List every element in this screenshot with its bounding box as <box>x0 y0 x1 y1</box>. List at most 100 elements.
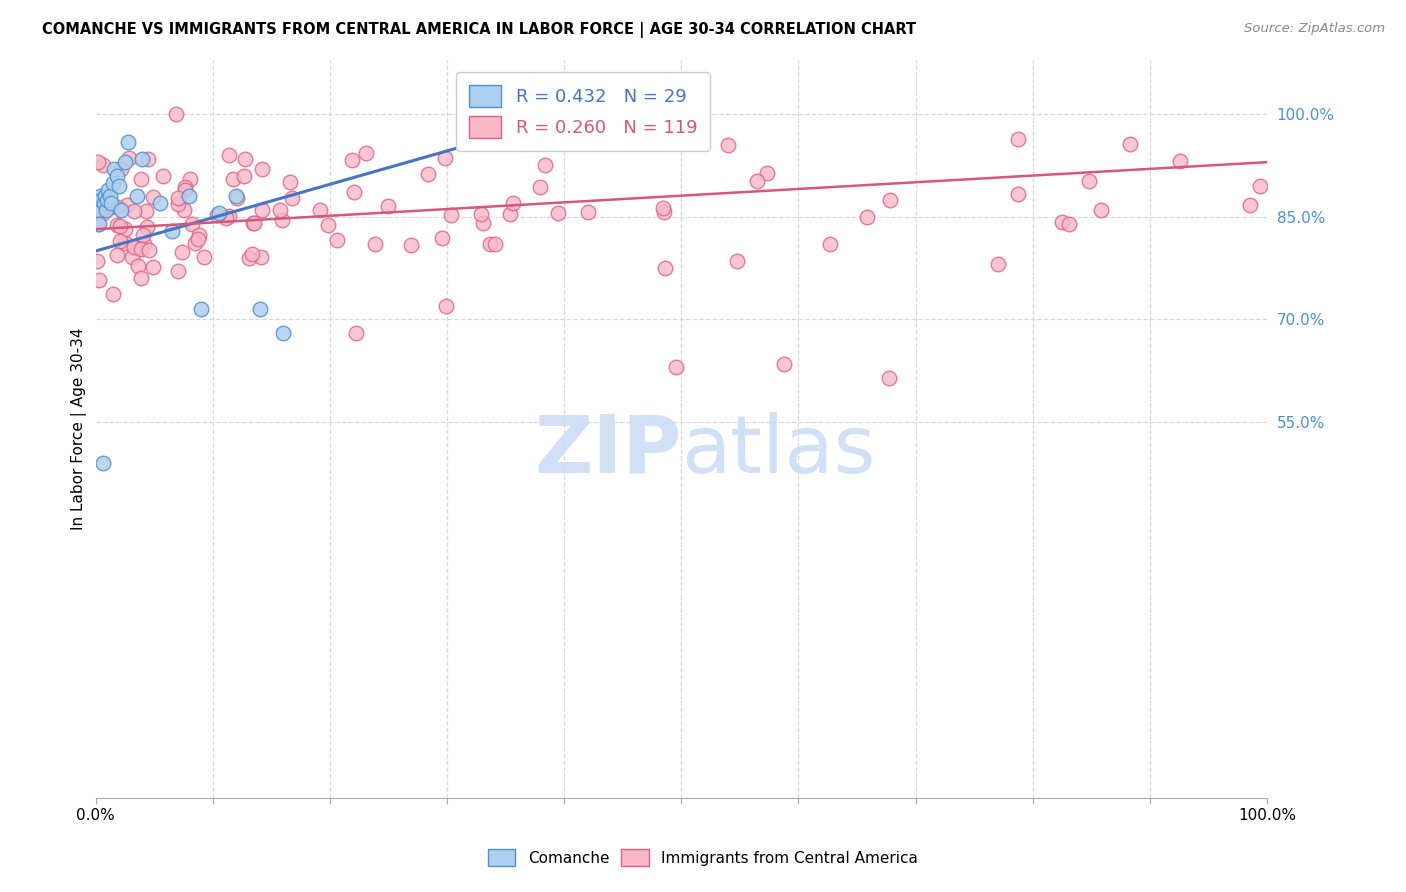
Point <box>271 213 294 227</box>
Point <box>114 155 136 169</box>
Point <box>138 243 160 257</box>
Point <box>652 201 675 215</box>
Point <box>218 148 240 162</box>
Point <box>187 232 209 246</box>
Point <box>440 208 463 222</box>
Point <box>755 166 778 180</box>
Point <box>141 190 163 204</box>
Point <box>87 273 110 287</box>
Point <box>91 207 114 221</box>
Point <box>179 189 201 203</box>
Point <box>344 326 367 340</box>
Text: COMANCHE VS IMMIGRANTS FROM CENTRAL AMERICA IN LABOR FORCE | AGE 30-34 CORRELATI: COMANCHE VS IMMIGRANTS FROM CENTRAL AMER… <box>42 22 917 38</box>
Point <box>576 204 599 219</box>
Point <box>499 207 522 221</box>
Point <box>1090 202 1112 217</box>
Point <box>401 238 423 252</box>
Point <box>1249 179 1271 194</box>
Text: Source: ZipAtlas.com: Source: ZipAtlas.com <box>1244 22 1385 36</box>
Point <box>309 202 332 217</box>
Point <box>108 179 131 194</box>
Point <box>377 199 399 213</box>
Point <box>131 271 153 285</box>
Point <box>94 189 117 203</box>
Point <box>249 250 271 264</box>
Text: ZIP: ZIP <box>534 412 682 490</box>
Point <box>131 152 153 166</box>
Point <box>652 205 675 219</box>
Point <box>108 219 131 233</box>
Point <box>1007 131 1029 145</box>
Point <box>326 233 349 247</box>
Point <box>250 203 273 218</box>
Point <box>166 197 188 211</box>
Point <box>478 237 501 252</box>
Point <box>340 153 363 168</box>
Point <box>242 216 264 230</box>
Point <box>122 203 145 218</box>
Point <box>222 171 245 186</box>
Point <box>167 190 190 204</box>
Point <box>354 146 377 161</box>
Point <box>87 217 110 231</box>
Point <box>1050 215 1073 229</box>
Point <box>165 107 187 121</box>
Point <box>218 209 240 223</box>
Point <box>135 204 157 219</box>
Point <box>121 250 143 264</box>
Point <box>470 207 492 221</box>
Point <box>877 370 900 384</box>
Point <box>174 180 197 194</box>
Point <box>142 260 165 275</box>
Point <box>818 237 841 252</box>
Point <box>190 302 212 317</box>
Point <box>987 257 1010 271</box>
Point <box>416 167 439 181</box>
Point <box>215 211 238 225</box>
Point <box>430 231 453 245</box>
Point <box>173 183 195 197</box>
Point <box>364 237 387 252</box>
Point <box>238 252 260 266</box>
Point <box>167 264 190 278</box>
Point <box>98 189 121 203</box>
Point <box>207 208 229 222</box>
Point <box>225 189 247 203</box>
Point <box>125 189 148 203</box>
Point <box>316 218 339 232</box>
Point <box>725 253 748 268</box>
Point <box>110 161 132 176</box>
Point <box>1170 153 1192 168</box>
Point <box>240 246 263 260</box>
Point <box>1119 137 1142 152</box>
Point <box>250 161 273 176</box>
Point <box>96 193 118 207</box>
Point <box>654 260 676 275</box>
Point <box>97 182 120 196</box>
Point <box>86 253 108 268</box>
Point <box>122 240 145 254</box>
Point <box>135 219 157 234</box>
Point <box>434 299 457 313</box>
Point <box>110 202 132 217</box>
Point <box>105 169 128 183</box>
Point <box>855 210 877 224</box>
Point <box>114 221 136 235</box>
Point <box>281 191 304 205</box>
Legend: Comanche, Immigrants from Central America: Comanche, Immigrants from Central Americ… <box>481 842 925 873</box>
Point <box>115 197 138 211</box>
Point <box>108 234 131 248</box>
Point <box>105 248 128 262</box>
Point <box>1007 187 1029 202</box>
Point <box>131 242 153 256</box>
Point <box>773 357 796 371</box>
Point <box>129 240 152 254</box>
Point <box>87 202 110 217</box>
Point <box>94 202 117 217</box>
Point <box>179 172 201 186</box>
Point <box>100 196 122 211</box>
Point <box>132 228 155 243</box>
Point <box>172 244 194 259</box>
Y-axis label: In Labor Force | Age 30-34: In Labor Force | Age 30-34 <box>72 327 87 530</box>
Point <box>128 259 150 273</box>
